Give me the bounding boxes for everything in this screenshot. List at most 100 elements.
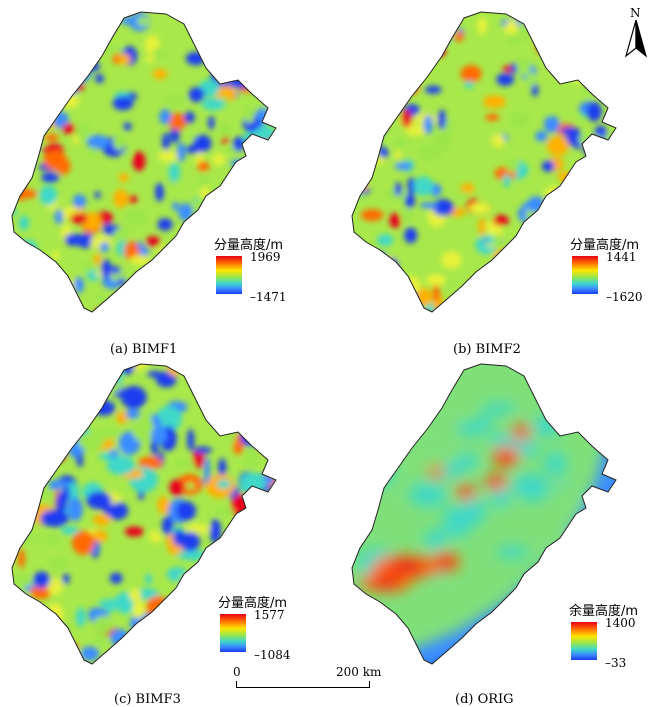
- terrain-patch: [427, 404, 465, 426]
- component-patch: [43, 133, 60, 142]
- component-patch: [35, 611, 43, 638]
- component-patch: [36, 432, 47, 439]
- component-patch: [424, 14, 439, 27]
- component-patch: [177, 549, 208, 561]
- component-patch: [19, 398, 40, 406]
- component-patch: [482, 281, 500, 301]
- component-patch: [17, 421, 46, 448]
- component-patch: [592, 172, 602, 193]
- component-patch: [403, 34, 414, 42]
- component-patch: [478, 217, 486, 237]
- component-patch: [157, 496, 170, 515]
- component-patch: [533, 315, 557, 324]
- component-patch: [109, 572, 123, 584]
- scale-line: [236, 687, 370, 688]
- component-patch: [176, 283, 200, 302]
- component-patch: [209, 187, 222, 204]
- component-patch: [185, 51, 206, 66]
- component-patch: [249, 17, 265, 31]
- component-patch: [59, 364, 73, 384]
- component-patch: [138, 456, 163, 470]
- component-patch: [12, 475, 26, 500]
- component-patch: [216, 479, 231, 489]
- component-patch: [356, 163, 365, 176]
- component-patch: [569, 187, 587, 203]
- component-patch: [46, 602, 64, 629]
- component-patch: [136, 16, 150, 27]
- component-patch: [531, 82, 539, 97]
- component-patch: [112, 134, 126, 151]
- component-patch: [153, 655, 172, 664]
- component-patch: [375, 316, 389, 323]
- component-patch: [152, 47, 166, 59]
- component-patch: [32, 417, 52, 429]
- component-patch: [614, 12, 616, 24]
- component-patch: [455, 31, 464, 42]
- component-patch: [593, 125, 608, 144]
- component-patch: [599, 155, 607, 171]
- component-patch: [162, 132, 171, 151]
- component-patch: [60, 526, 80, 535]
- peak-area: [387, 560, 425, 574]
- map-panel-2: [346, 10, 646, 330]
- component-patch: [196, 577, 210, 600]
- component-patch: [99, 242, 110, 253]
- panel-caption: (c) BIMF3: [114, 692, 181, 707]
- component-patch: [178, 573, 188, 596]
- component-patch: [518, 277, 536, 296]
- terrain-patch: [398, 408, 432, 430]
- component-patch: [546, 135, 569, 156]
- component-patch: [253, 12, 275, 20]
- component-patch: [617, 272, 624, 284]
- component-patch: [123, 149, 130, 157]
- component-patch: [29, 428, 54, 451]
- component-patch: [44, 279, 54, 294]
- component-patch: [548, 192, 560, 204]
- province-boundary: [351, 11, 617, 313]
- component-patch: [548, 12, 556, 20]
- component-patch: [80, 646, 100, 661]
- component-patch: [377, 234, 394, 247]
- component-patch: [535, 130, 548, 142]
- component-patch: [568, 50, 584, 58]
- component-patch: [212, 396, 242, 420]
- component-patch: [12, 652, 26, 664]
- component-patch: [485, 113, 500, 122]
- component-patch: [191, 15, 201, 25]
- component-patch: [240, 193, 263, 214]
- terrain-patch: [482, 402, 516, 415]
- component-patch: [173, 529, 185, 547]
- map-panel-1: [6, 10, 306, 330]
- component-patch: [366, 35, 373, 52]
- component-patch: [357, 145, 380, 160]
- component-patch: [166, 311, 187, 312]
- terrain-patch: [553, 482, 577, 511]
- component-patch: [197, 161, 210, 172]
- component-patch: [93, 252, 102, 266]
- terrain-patch: [531, 415, 561, 437]
- component-patch: [505, 257, 528, 269]
- component-patch: [204, 456, 211, 482]
- legend-color-bar: [220, 614, 246, 652]
- component-patch: [266, 510, 276, 527]
- component-patch: [405, 15, 421, 35]
- terrain-patch: [395, 417, 412, 437]
- component-patch: [352, 47, 361, 59]
- component-patch: [355, 18, 367, 27]
- component-patch: [180, 531, 201, 552]
- component-patch: [191, 382, 202, 391]
- panel-caption: (b) BIMF2: [453, 342, 521, 357]
- component-patch: [50, 303, 70, 312]
- component-patch: [12, 488, 20, 511]
- component-patch: [425, 274, 446, 287]
- component-patch: [174, 645, 187, 658]
- component-patch: [527, 196, 546, 213]
- component-patch: [185, 482, 196, 490]
- terrain-patch: [362, 457, 394, 488]
- component-patch: [526, 71, 536, 88]
- component-patch: [140, 661, 160, 664]
- component-patch: [219, 385, 244, 405]
- component-patch: [392, 137, 409, 150]
- component-patch: [591, 203, 605, 222]
- component-patch: [62, 573, 70, 585]
